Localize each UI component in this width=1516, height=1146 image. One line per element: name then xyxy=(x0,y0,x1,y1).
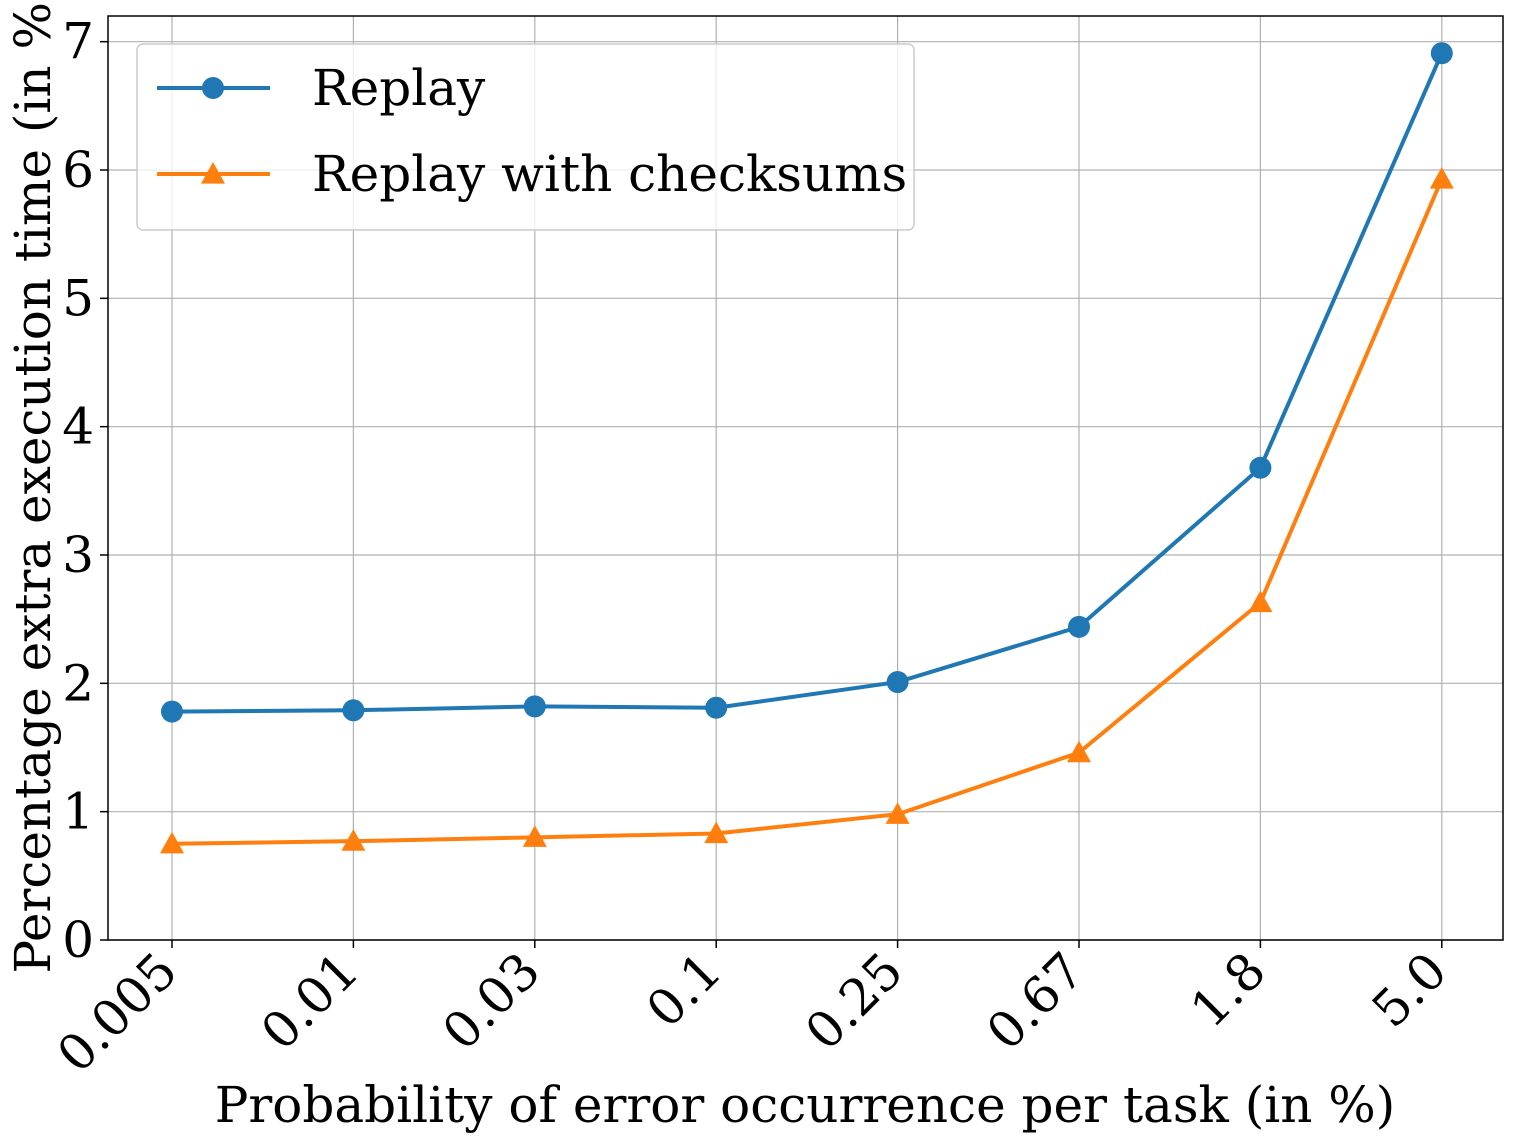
y-tick-label: 5 xyxy=(62,269,94,327)
y-tick-label: 1 xyxy=(62,783,94,841)
x-tick-label: 1.8 xyxy=(1180,941,1277,1038)
data-point xyxy=(885,802,910,824)
series-lines xyxy=(160,42,1454,854)
legend-entry: Replay with checksums xyxy=(157,145,907,203)
data-point xyxy=(160,831,184,854)
y-axis-label: Percentage extra execution time (in %) xyxy=(4,0,62,974)
data-point xyxy=(161,700,183,723)
y-tick-label: 4 xyxy=(62,398,94,456)
plot-frame xyxy=(107,15,1504,941)
x-tick-label: 0.03 xyxy=(432,941,552,1061)
legend-box xyxy=(136,43,915,231)
series-0 xyxy=(161,42,1453,723)
legend-marker xyxy=(201,162,225,184)
x-tick-label: 0.25 xyxy=(794,941,914,1061)
data-point xyxy=(1249,456,1272,479)
x-tick-label: 0.67 xyxy=(976,941,1096,1061)
legend-marker xyxy=(202,77,224,99)
x-axis-ticks: 0.005 0.01 0.03 0.1 0.25 0.67 1.8 5.0 xyxy=(46,940,1458,1084)
y-tick-label: 7 xyxy=(62,13,94,71)
x-axis-label: Probability of error occurrence per task… xyxy=(215,1076,1396,1134)
data-point xyxy=(886,671,909,694)
data-point xyxy=(342,699,365,722)
data-point xyxy=(1248,590,1273,613)
data-point xyxy=(1068,615,1090,638)
series-line xyxy=(171,178,1444,846)
legend-entry: Replay xyxy=(157,59,486,117)
x-tick-label: 0.01 xyxy=(250,941,370,1061)
y-tick-label: 3 xyxy=(62,526,94,584)
data-point xyxy=(522,825,547,847)
y-tick-label: 0 xyxy=(62,911,94,969)
data-point xyxy=(1429,166,1454,189)
legend-label: Replay xyxy=(312,59,486,117)
data-point xyxy=(341,829,366,851)
series-1 xyxy=(160,166,1454,854)
grid xyxy=(108,16,1503,941)
data-point xyxy=(704,821,729,844)
series-line xyxy=(171,52,1444,714)
legend: Replay Replay with checksums xyxy=(136,43,915,231)
legend-label: Replay with checksums xyxy=(312,145,907,203)
data-point xyxy=(1067,740,1091,763)
x-tick-label: 0.1 xyxy=(635,941,732,1038)
y-axis-ticks: 0 1 2 3 4 5 6 7 xyxy=(62,13,108,969)
data-point xyxy=(705,696,728,719)
y-tick-label: 2 xyxy=(62,654,94,712)
y-tick-label: 6 xyxy=(62,141,94,199)
x-tick-label: 5.0 xyxy=(1361,941,1458,1038)
data-point xyxy=(523,695,546,718)
data-point xyxy=(1430,42,1453,65)
